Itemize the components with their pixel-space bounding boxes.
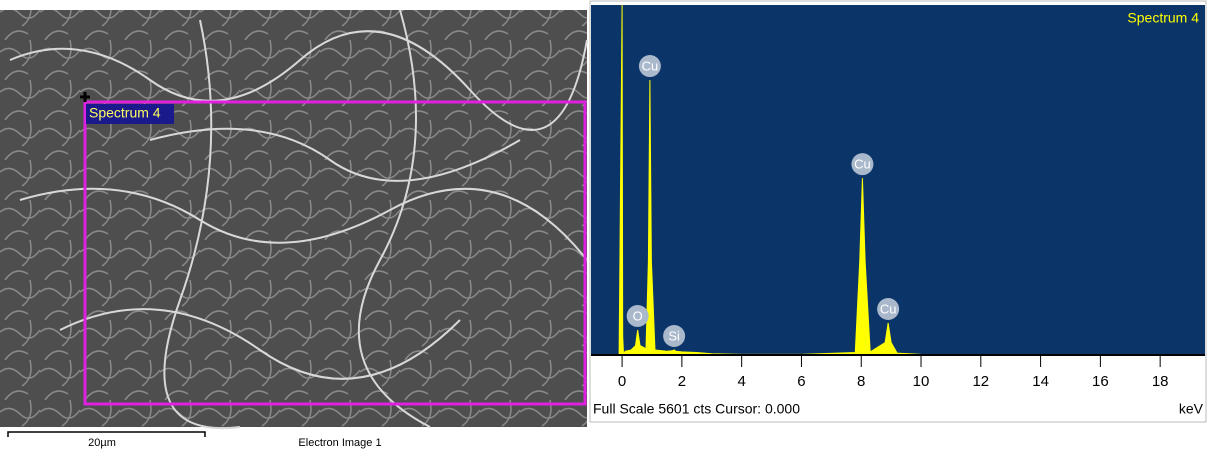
peak-label: Cu — [854, 157, 871, 172]
x-tick-label: 14 — [1032, 373, 1049, 390]
scale-bar-label: 20µm — [88, 437, 116, 449]
x-axis-label: keV — [1179, 401, 1204, 417]
peak-label: Cu — [642, 58, 659, 73]
page: Spectrum 4 20µm Electron Image 1 Spectru… — [0, 0, 1211, 450]
peak-label: Cu — [880, 301, 897, 316]
sem-image: Spectrum 4 20µm Electron Image 1 — [0, 10, 587, 449]
x-tick-label: 10 — [913, 373, 930, 390]
x-tick-label: 6 — [797, 373, 805, 390]
plot-background — [591, 5, 1205, 355]
status-text: Full Scale 5601 cts Cursor: 0.000 — [593, 401, 800, 417]
spectrum-chart: Spectrum 4 Cu O Si Cu Cu 0 2 4 6 8 10 12 14 16 18 Full S… — [590, 1, 1206, 422]
peak-label: O — [633, 308, 643, 323]
x-tick-label: 4 — [737, 373, 745, 390]
x-tick-label: 16 — [1092, 373, 1109, 390]
image-caption: Electron Image 1 — [298, 437, 381, 449]
x-tick-label: 2 — [678, 373, 686, 390]
x-tick-label: 12 — [972, 373, 989, 390]
chart-title: Spectrum 4 — [1127, 10, 1199, 26]
image-texture — [0, 10, 587, 427]
x-tick-label: 18 — [1152, 373, 1169, 390]
region-label: Spectrum 4 — [89, 105, 161, 121]
x-tick-label: 0 — [618, 373, 626, 390]
peak-label: Si — [668, 328, 680, 343]
x-tick-label: 8 — [857, 373, 865, 390]
